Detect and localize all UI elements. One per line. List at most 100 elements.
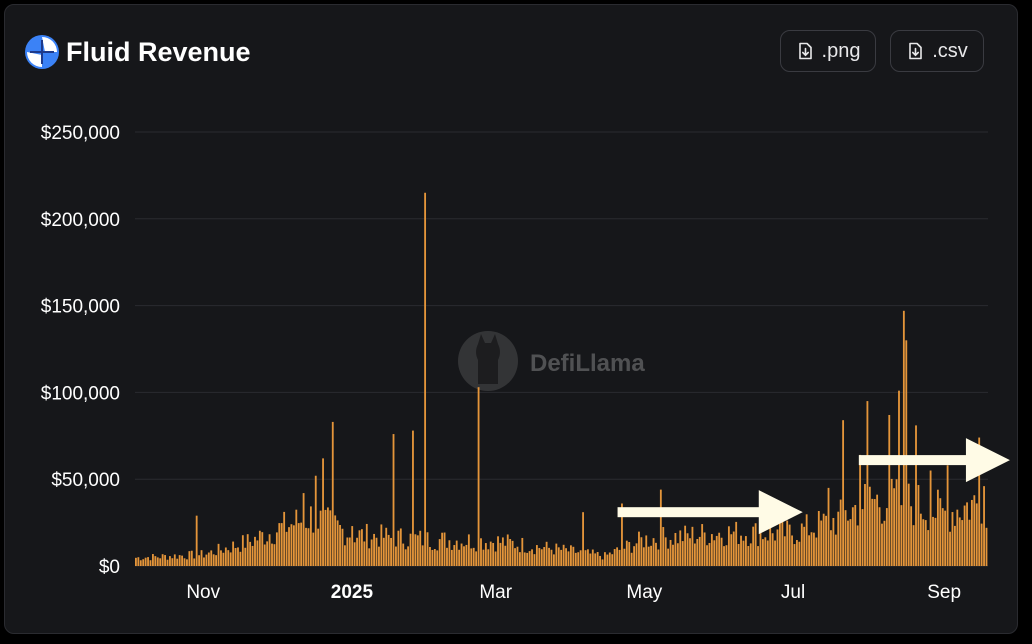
revenue-bar [373,533,375,566]
revenue-bar [727,526,730,566]
revenue-bar [599,555,601,566]
revenue-bar [173,554,176,566]
revenue-bar [606,554,609,566]
revenue-bar [215,555,218,566]
revenue-bar [618,549,621,566]
revenue-bar [730,534,733,566]
revenue-bar [210,550,213,566]
revenue-bar [567,551,570,566]
revenue-bar [725,545,728,566]
revenue-bar [492,542,495,566]
x-tick-label: Nov [186,582,220,603]
revenue-bar [178,555,181,566]
revenue-bar [623,548,626,566]
revenue-bar [655,542,657,566]
revenue-bar [803,526,806,566]
revenue-bar [263,544,266,566]
revenue-bar [936,489,939,566]
revenue-bar [839,499,842,566]
revenue-bar [713,540,716,566]
revenue-bar [285,531,288,566]
revenue-bar [540,549,543,566]
revenue-bar [810,532,813,566]
revenue-bar [650,545,653,566]
revenue-bar [475,551,478,566]
revenue-bar [166,559,169,566]
revenue-bar [421,545,424,566]
revenue-bar [195,515,198,566]
revenue-bar [664,537,667,566]
revenue-bar [453,545,456,566]
revenue-bar [577,552,580,566]
revenue-bar [849,519,852,566]
revenue-bar [645,535,648,566]
revenue-bar [431,549,434,566]
revenue-bar [312,532,315,566]
revenue-bar [985,527,988,566]
y-axis-ticks: $0 $50,000 $100,000 $150,000 $200,000 $250,00… [41,123,120,578]
revenue-bar [275,532,278,566]
revenue-bar [815,537,818,566]
revenue-bar [322,458,324,566]
revenue-bar [776,529,779,566]
revenue-bar [890,478,893,566]
revenue-bar [766,540,769,566]
revenue-bar [822,513,825,566]
revenue-bar [830,530,832,566]
watermark: DefiLlama [458,331,645,391]
revenue-bar [458,549,461,566]
revenue-bar [169,556,171,566]
revenue-bar [917,485,920,566]
revenue-bar [696,539,699,566]
revenue-bar [203,557,205,566]
revenue-bar [689,538,691,566]
revenue-bar [786,520,789,566]
revenue-bar [557,547,560,566]
revenue-bar [212,554,215,566]
revenue-bar [261,532,264,566]
revenue-bar [351,526,354,566]
download-csv-button[interactable]: .csv [890,30,984,72]
revenue-bar [944,510,947,566]
revenue-bar [980,523,983,566]
revenue-bar [436,550,439,566]
revenue-bar [258,530,261,566]
revenue-bar [868,486,871,566]
revenue-bar [927,530,930,566]
revenue-bar [288,527,290,566]
revenue-bar [302,493,305,566]
revenue-bar [747,546,750,566]
fluid-logo-icon [25,35,59,69]
revenue-bar [895,479,898,566]
revenue-bar [344,545,346,566]
revenue-bar [548,547,550,566]
revenue-bar [749,543,752,566]
revenue-bar [961,520,964,566]
revenue-bar [467,534,470,566]
revenue-bar [601,559,604,566]
revenue-bar [791,535,793,566]
revenue-bar [813,532,815,566]
revenue-bar [443,532,446,566]
revenue-bar [390,537,392,566]
revenue-bar [159,558,162,566]
revenue-bar [470,548,473,566]
revenue-bar [183,558,186,566]
revenue-bar [900,505,903,566]
revenue-bar [764,537,767,566]
revenue-bar [256,540,259,566]
revenue-bar [796,540,798,566]
download-png-button[interactable]: .png [780,30,876,72]
revenue-bar [800,523,803,566]
revenue-bar [397,530,400,566]
revenue-bar [232,541,235,566]
revenue-bar [847,520,849,566]
revenue-bar [659,489,662,566]
revenue-bar [922,519,925,566]
revenue-bar [640,537,643,566]
revenue-bar [915,425,917,566]
revenue-bar [647,546,650,566]
revenue-bar [237,547,239,566]
revenue-bar [570,545,572,566]
revenue-bar [905,340,908,566]
